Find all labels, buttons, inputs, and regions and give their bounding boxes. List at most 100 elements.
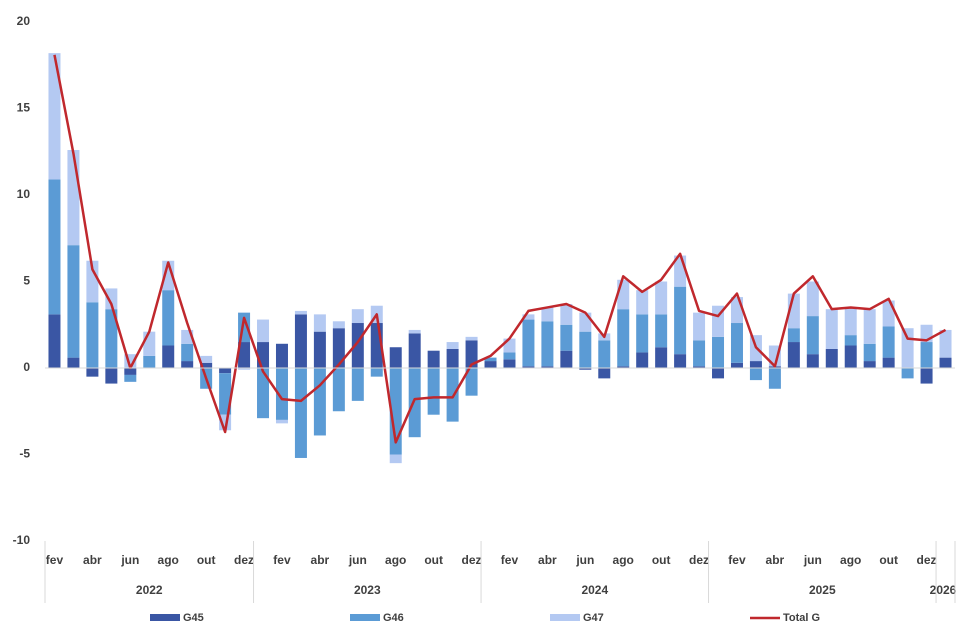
bar-segment xyxy=(541,307,554,322)
bar-segment xyxy=(465,340,478,368)
x-tick-label: dez xyxy=(234,553,254,567)
bar-segment xyxy=(48,314,61,368)
bar-segment xyxy=(693,312,706,341)
bar-segment xyxy=(806,316,819,355)
bar-segment xyxy=(332,328,345,368)
bar-segment xyxy=(219,373,232,415)
bar-segment xyxy=(768,368,781,389)
bar-segment xyxy=(560,303,573,325)
bar-segment xyxy=(730,323,743,363)
bar-segment xyxy=(181,361,194,368)
bar-segment xyxy=(351,309,364,324)
bar-segment xyxy=(522,319,535,367)
x-tick-label: abr xyxy=(83,553,102,567)
bar-segment xyxy=(446,342,459,349)
bar-segment xyxy=(275,343,288,368)
bar-segment xyxy=(200,355,213,363)
bar-segment xyxy=(219,368,232,374)
bar-segment xyxy=(408,368,421,438)
x-tick-label: abr xyxy=(538,553,557,567)
bar-segment xyxy=(313,331,326,368)
bar-segment xyxy=(541,321,554,367)
total-line xyxy=(53,54,947,444)
bar-segment xyxy=(522,366,535,368)
bar-segment xyxy=(655,281,668,315)
bar-segment xyxy=(882,300,895,327)
bar-segment xyxy=(712,368,725,379)
bar-segment xyxy=(844,345,857,368)
bar-segment xyxy=(313,314,326,332)
bar-segment xyxy=(579,331,592,368)
y-tick-label: 5 xyxy=(23,274,30,288)
bar-segment xyxy=(617,279,630,310)
year-label: 2023 xyxy=(354,583,381,597)
bar-segment xyxy=(939,357,952,368)
bar-segment xyxy=(446,348,459,368)
legend-label: G46 xyxy=(383,612,404,624)
bar-segment xyxy=(484,361,497,368)
x-tick-label: jun xyxy=(348,553,367,567)
bar-segment xyxy=(579,368,592,370)
bar-segment xyxy=(332,368,345,412)
bar-segment xyxy=(901,368,914,379)
bar-segment xyxy=(806,354,819,368)
x-tick-label: jun xyxy=(803,553,822,567)
year-label: 2024 xyxy=(581,583,608,597)
bar-segment xyxy=(882,326,895,358)
bar-segment xyxy=(238,368,251,370)
x-tick-label: jun xyxy=(575,553,594,567)
bar-segment xyxy=(730,297,743,324)
bar-segment xyxy=(863,309,876,344)
bar-segment xyxy=(294,310,307,315)
bar-segment xyxy=(920,342,933,368)
bar-segment xyxy=(484,357,497,362)
x-tick-label: ago xyxy=(385,553,406,567)
x-tick-label: out xyxy=(879,553,898,567)
bar-segment xyxy=(48,53,61,180)
bar-segment xyxy=(67,245,80,358)
x-tick-label: dez xyxy=(462,553,482,567)
bar-segment xyxy=(598,340,611,368)
x-tick-label: fev xyxy=(501,553,519,567)
bar-segment xyxy=(674,286,687,355)
x-tick-label: abr xyxy=(311,553,330,567)
bar-segment xyxy=(617,366,630,368)
bar-segment xyxy=(522,314,535,320)
bar-segment xyxy=(162,345,175,368)
bar-segment xyxy=(939,329,952,358)
bar-segment xyxy=(503,352,516,360)
bar-segment xyxy=(655,314,668,348)
bar-segment xyxy=(408,333,421,368)
bar-segment xyxy=(844,335,857,346)
bar-segment xyxy=(712,336,725,368)
bar-segment xyxy=(920,368,933,384)
bar-segment xyxy=(124,368,137,375)
bar-segment xyxy=(446,368,459,422)
bar-segment xyxy=(294,314,307,368)
x-tick-label: abr xyxy=(766,553,785,567)
bar-segment xyxy=(86,302,99,368)
x-tick-label: fev xyxy=(46,553,64,567)
bar-segment xyxy=(257,368,270,419)
year-label: 2026 xyxy=(930,583,957,597)
bar-segment xyxy=(275,368,288,420)
bar-segment xyxy=(579,312,592,332)
bar-segment xyxy=(655,347,668,368)
bar-segment xyxy=(67,150,80,246)
bar-segment xyxy=(503,359,516,368)
x-tick-label: fev xyxy=(728,553,746,567)
year-label: 2025 xyxy=(809,583,836,597)
bar-segment xyxy=(598,368,611,379)
x-tick-label: dez xyxy=(917,553,937,567)
x-tick-label: jun xyxy=(120,553,139,567)
bar-segment xyxy=(636,352,649,368)
bar-segment xyxy=(162,290,175,346)
bar-segment xyxy=(730,362,743,368)
bar-segment xyxy=(408,329,421,334)
bar-segment xyxy=(541,366,554,368)
bar-segment xyxy=(901,328,914,368)
bar-segment xyxy=(105,309,118,368)
bar-segment xyxy=(200,362,213,368)
bar-segment xyxy=(389,347,402,368)
